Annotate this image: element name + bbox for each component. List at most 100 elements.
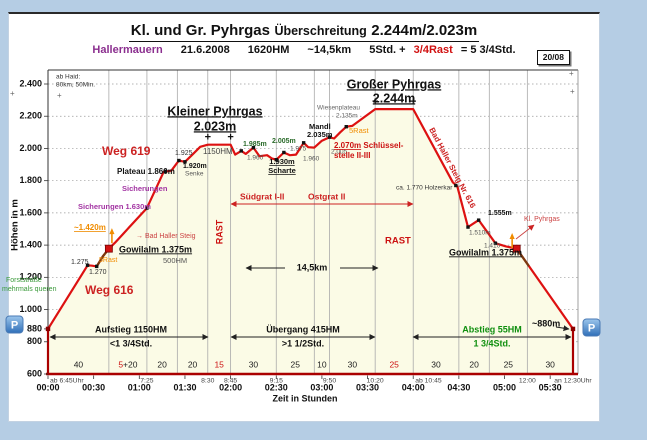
annotation-text: <1 3/4Std. xyxy=(110,338,152,348)
waypoint-dot xyxy=(344,124,348,129)
summit-cross-marker: + xyxy=(205,132,211,144)
route-endpoint-dot xyxy=(570,326,576,332)
annotation-text: 2.070m Schlüssel- xyxy=(334,141,404,150)
annotation-text: mehrmals queren xyxy=(2,286,57,293)
segment-minutes-label: 25 xyxy=(389,360,399,370)
waypoint-dot xyxy=(177,158,181,163)
waypoint-dot xyxy=(301,141,306,145)
annotation-text: stelle II-III xyxy=(334,151,370,160)
parking-icon-letter: P xyxy=(11,319,18,331)
subtitle-club: Hallermauern xyxy=(92,44,163,56)
y-tick-label: 880 xyxy=(27,323,42,333)
clock-label: 8:45 xyxy=(224,377,237,384)
annotation-text: Gowilalm 1.375m xyxy=(449,247,522,257)
hut-marker xyxy=(104,244,113,253)
annotation-text: 2.005m xyxy=(272,138,296,145)
waypoint-dot xyxy=(163,169,167,174)
annotation-text: + xyxy=(570,87,575,96)
subtitle-time-total: = 5 3/4Std. xyxy=(460,44,516,56)
clock-label: 8:30 xyxy=(201,377,214,384)
annotation-text: + xyxy=(10,89,15,98)
annotation-text: ~880m xyxy=(532,318,560,328)
segment-minutes-label: 30 xyxy=(431,360,441,370)
x-tick-label: 02:00 xyxy=(219,382,242,392)
annotation-text: 1.920m xyxy=(183,163,207,170)
annotation-text: ab Haid: xyxy=(56,74,80,81)
annotation-text: ca. 1.770 Holzerkar xyxy=(396,185,453,192)
clock-label: 9:50 xyxy=(323,377,336,384)
y-tick-label: 2.200 xyxy=(19,111,42,121)
x-tick-label: 04:30 xyxy=(447,382,470,392)
y-tick-label: 2.000 xyxy=(19,143,42,153)
subtitle-date: 21.6.2008 xyxy=(180,44,230,56)
annotation-text: Sicherungen 1.630m xyxy=(78,202,151,211)
flag-arrow-icon xyxy=(109,228,115,235)
x-tick-label: 01:30 xyxy=(173,382,196,392)
subtitle-distance: ~14,5km xyxy=(307,44,352,56)
parking-icon xyxy=(5,315,24,334)
annotation-text: 1.510m xyxy=(469,230,491,237)
y-tick-label: 1.200 xyxy=(19,272,42,282)
annotation-text: Kl. Pyhrgas xyxy=(524,216,560,223)
subtitle-rast: 3/4Rast xyxy=(413,44,453,56)
hut-marker xyxy=(512,244,521,253)
annotation-text: 1.960 xyxy=(247,155,264,162)
segment-minutes-label: 30 xyxy=(348,360,358,370)
annotation-text: Abstieg 55HM xyxy=(462,324,522,334)
annotation-text: 5Rast xyxy=(99,257,117,264)
waypoint-dot xyxy=(251,145,256,150)
waypoint-dot xyxy=(94,264,99,269)
annotation-text: 500HM xyxy=(163,256,187,265)
segment-minutes-label: 20 xyxy=(157,360,167,370)
x-tick-label: 03:00 xyxy=(310,382,333,392)
y-tick-label: 600 xyxy=(27,368,42,378)
route-endpoint-dot xyxy=(45,326,51,332)
x-tick-label: 04:00 xyxy=(402,382,425,392)
annotation-text: 5Rast xyxy=(349,126,370,135)
x-tick-label: 00:00 xyxy=(36,382,59,392)
y-axis-title: Höhen in m xyxy=(10,199,21,251)
span-arrow xyxy=(515,224,535,240)
annotation-text: RAST xyxy=(385,236,411,247)
chart-subtitle: Hallermauern 21.6.2008 1620HM ~14,5km 5S… xyxy=(9,44,599,56)
annotation-text: Plateau 1.860m xyxy=(117,167,175,176)
annotation-text: Scharte xyxy=(268,166,296,175)
segment-minutes-label: 15 xyxy=(214,360,224,370)
segment-minutes-label: 25 xyxy=(504,360,514,370)
annotation-text: 1.275 xyxy=(71,259,89,266)
annotation-text: Ostgrat II xyxy=(308,191,345,201)
waypoint-dot xyxy=(327,135,332,139)
annotation-text: 2.244m xyxy=(373,91,415,105)
annotation-text: 1.930m xyxy=(269,157,295,166)
y-tick-label: 1.400 xyxy=(19,239,42,249)
y-tick-label: 1.800 xyxy=(19,175,42,185)
annotation-text: Weg 619 xyxy=(102,144,151,158)
title-sub: Überschreitung xyxy=(274,24,367,38)
segment-minutes-label: 30 xyxy=(249,360,259,370)
clock-label: ab 10:45 xyxy=(415,377,442,384)
waypoint-dot xyxy=(239,149,243,153)
annotation-text: Sicherungen xyxy=(122,184,168,193)
segment-minutes-label: 30 xyxy=(545,360,555,370)
summit-cross-marker: + xyxy=(372,96,378,108)
annotation-text: 1 3/4Std. xyxy=(473,338,510,348)
annotation-text: 1.555m xyxy=(488,210,512,217)
annotation-text: → Bad Haller Steig xyxy=(136,233,196,240)
segment-minutes-label: 20 xyxy=(188,360,198,370)
annotation-text: ~1.420m xyxy=(74,223,106,232)
y-tick-label: 2.400 xyxy=(19,78,42,88)
summit-cross-marker: + xyxy=(227,132,233,144)
annotation-text: 1.975 xyxy=(290,146,307,153)
annotation-text: 1.270 xyxy=(89,269,107,276)
annotation-text: + xyxy=(57,91,62,100)
x-tick-label: 03:30 xyxy=(356,382,379,392)
annotation-text: >1 1/2Std. xyxy=(282,338,324,348)
y-tick-label: 1.000 xyxy=(19,304,42,314)
annotation-text: Aufstieg 1150HM xyxy=(95,324,167,334)
annotation-text: Großer Pyhrgas xyxy=(347,77,442,91)
x-tick-label: 00:30 xyxy=(82,382,105,392)
clock-label: 12:00 xyxy=(519,377,536,384)
clock-label: ab 6:45Uhr xyxy=(50,377,84,384)
title-elevations: 2.244m/2.023m xyxy=(371,22,478,39)
